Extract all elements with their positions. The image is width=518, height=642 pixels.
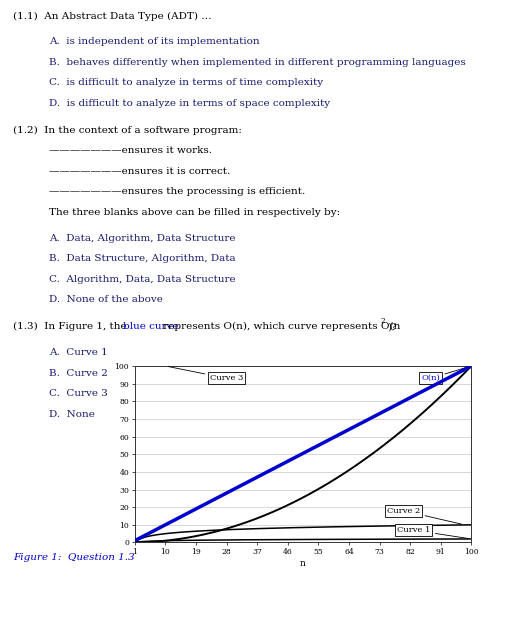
- Text: A.  is independent of its implementation: A. is independent of its implementation: [49, 37, 260, 46]
- Text: (1.3)  In Figure 1, the: (1.3) In Figure 1, the: [13, 322, 130, 331]
- Text: B.  behaves differently when implemented in different programming languages: B. behaves differently when implemented …: [49, 58, 466, 67]
- Text: D.  None: D. None: [49, 410, 95, 419]
- Text: C.  is difficult to analyze in terms of time complexity: C. is difficult to analyze in terms of t…: [49, 78, 323, 87]
- Text: C.  Curve 3: C. Curve 3: [49, 389, 108, 398]
- Text: 2: 2: [380, 317, 385, 325]
- Text: D.  None of the above: D. None of the above: [49, 295, 163, 304]
- Text: blue curve: blue curve: [123, 322, 178, 331]
- Text: Figure 1:  Question 1.3: Figure 1: Question 1.3: [13, 553, 135, 562]
- X-axis label: n: n: [300, 559, 306, 568]
- Text: represents O(n), which curve represents O(n: represents O(n), which curve represents …: [160, 322, 400, 331]
- Text: Curve 2: Curve 2: [387, 507, 462, 525]
- Text: Curve 3: Curve 3: [168, 367, 243, 382]
- Text: A.  Data, Algorithm, Data Structure: A. Data, Algorithm, Data Structure: [49, 234, 236, 243]
- Text: ———————ensures it is correct.: ———————ensures it is correct.: [49, 167, 231, 176]
- Text: The three blanks above can be filled in respectively by:: The three blanks above can be filled in …: [49, 208, 340, 217]
- Text: ———————ensures it works.: ———————ensures it works.: [49, 146, 212, 155]
- Text: D.  is difficult to analyze in terms of space complexity: D. is difficult to analyze in terms of s…: [49, 99, 330, 108]
- Text: C.  Algorithm, Data, Data Structure: C. Algorithm, Data, Data Structure: [49, 275, 236, 284]
- Text: O(n): O(n): [421, 367, 469, 382]
- Text: ———————ensures the processing is efficient.: ———————ensures the processing is efficie…: [49, 187, 306, 196]
- Text: )?: )?: [387, 322, 397, 331]
- Text: B.  Data Structure, Algorithm, Data: B. Data Structure, Algorithm, Data: [49, 254, 236, 263]
- Text: A.  Curve 1: A. Curve 1: [49, 348, 108, 357]
- Text: (1.2)  In the context of a software program:: (1.2) In the context of a software progr…: [13, 126, 242, 135]
- Text: B.  Curve 2: B. Curve 2: [49, 369, 108, 377]
- Text: (1.1)  An Abstract Data Type (ADT) …: (1.1) An Abstract Data Type (ADT) …: [13, 12, 211, 21]
- Text: Curve 1: Curve 1: [397, 526, 469, 539]
